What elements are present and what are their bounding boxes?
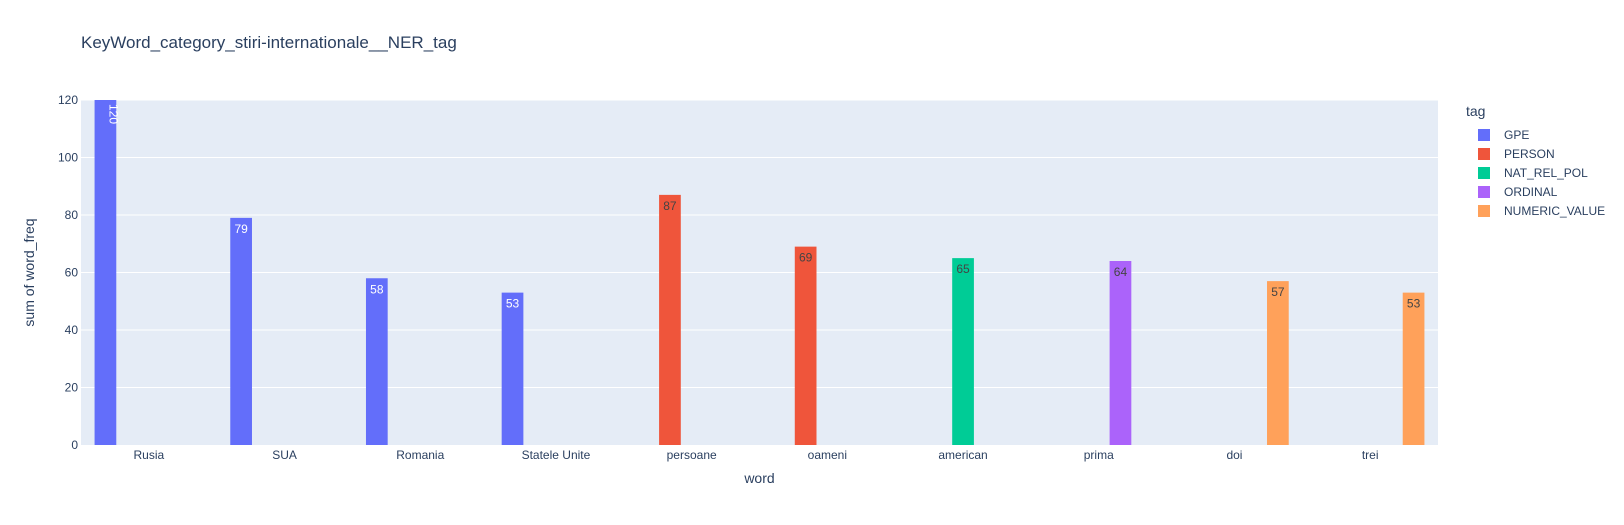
legend: tag GPE PERSON NAT_REL_POL ORDINAL NUMERIC_V…: [1466, 103, 1605, 220]
bar-person[interactable]: [659, 194, 681, 445]
y-tick-label: 60: [65, 266, 79, 280]
bar-person[interactable]: [794, 246, 817, 445]
legend-label: NUMERIC_VALUE: [1504, 203, 1606, 218]
y-tick-label: 0: [71, 438, 78, 452]
data-label: 64: [1114, 265, 1128, 279]
legend-swatch: [1478, 204, 1490, 217]
bar-numeric_value[interactable]: [1402, 292, 1425, 445]
legend-label: GPE: [1504, 127, 1530, 142]
legend-title: tag: [1466, 103, 1486, 119]
bar-gpe[interactable]: [365, 278, 388, 445]
y-tick-label: 40: [65, 323, 79, 337]
x-tick-label: Statele Unite: [522, 448, 591, 462]
legend-item-gpe[interactable]: GPE: [1466, 125, 1605, 144]
legend-item-numeric_value[interactable]: NUMERIC_VALUE: [1466, 201, 1605, 220]
data-label: 79: [234, 222, 248, 236]
x-tick-label: persoane: [667, 448, 717, 462]
x-tick-label: oameni: [808, 448, 847, 462]
bar-gpe[interactable]: [94, 100, 117, 445]
data-label: 65: [956, 262, 970, 276]
bar-gpe[interactable]: [501, 292, 524, 445]
x-axis-title: word: [743, 470, 774, 486]
legend-item-nat_rel_pol[interactable]: NAT_REL_POL: [1466, 163, 1605, 182]
legend-label: ORDINAL: [1504, 184, 1558, 199]
data-label: 87: [663, 199, 677, 213]
y-tick-label: 80: [65, 208, 79, 222]
y-tick-label: 120: [58, 93, 78, 107]
y-tick-label: 20: [65, 381, 79, 395]
x-tick-label: trei: [1362, 448, 1379, 462]
x-tick-label: Rusia: [134, 448, 165, 462]
x-tick-label: Romania: [396, 448, 444, 462]
legend-swatch: [1478, 147, 1490, 160]
x-tick-label: american: [938, 448, 987, 462]
legend-item-person[interactable]: PERSON: [1466, 144, 1605, 163]
data-label: 58: [370, 282, 384, 296]
data-label: 57: [1271, 285, 1285, 299]
bar-nat_rel_pol[interactable]: [952, 258, 974, 445]
x-tick-label: prima: [1084, 448, 1114, 462]
y-tick-label: 100: [58, 151, 78, 165]
x-tick-label: SUA: [272, 448, 297, 462]
legend-label: NAT_REL_POL: [1504, 165, 1588, 180]
chart-title: KeyWord_category_stiri-internationale__N…: [81, 33, 457, 52]
data-label: 53: [506, 297, 520, 311]
data-label: 120: [106, 104, 120, 124]
data-label: 69: [799, 251, 813, 265]
legend-swatch: [1478, 128, 1490, 141]
x-tick-label: doi: [1226, 448, 1242, 462]
bar-ordinal[interactable]: [1109, 261, 1132, 445]
legend-swatch: [1478, 185, 1490, 198]
bar-gpe[interactable]: [230, 217, 252, 445]
data-label: 53: [1407, 297, 1421, 311]
y-axis-title: sum of word_freq: [21, 218, 37, 326]
legend-label: PERSON: [1504, 146, 1555, 161]
legend-swatch: [1478, 166, 1490, 179]
bar-numeric_value[interactable]: [1267, 281, 1289, 445]
legend-item-ordinal[interactable]: ORDINAL: [1466, 182, 1605, 201]
